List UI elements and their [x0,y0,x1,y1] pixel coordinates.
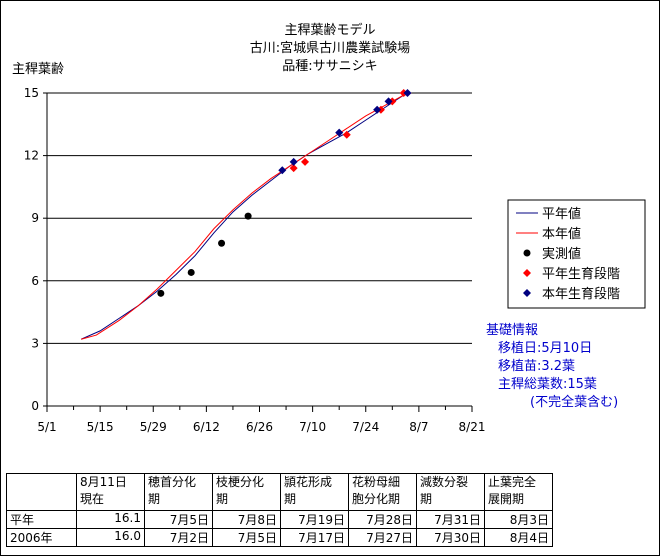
series-1 [81,92,412,340]
y-tick-label: 3 [31,336,39,350]
legend-swatch [523,269,531,277]
table-cell: 7月8日 [212,510,281,529]
table-cell: 8月3日 [484,510,553,529]
table-cell: 平年 [6,510,77,529]
data-point [244,212,252,220]
legend-swatch [523,249,531,257]
y-tick-label: 0 [31,399,39,413]
y-tick-label: 15 [24,86,39,100]
y-tick-label: 9 [31,211,39,225]
legend-label: 本年値 [542,226,581,242]
data-point [289,164,298,173]
y-tick-label: 6 [31,274,39,288]
table-cell: 7月28日 [348,510,417,529]
basic-info: 基礎情報 移植日:5月10日 移植苗:3.2葉 主稈総葉数:15葉 (不完全葉含… [486,322,618,412]
x-axis-ticks: 5/1 5/15 5/29 6/12 6/26 7/10 7/24 8/7 8/21 [37,406,485,434]
leaf-age-chart: 0 3 6 9 12 15 5/1 5/15 5/29 6/12 6/26 7/10 7/24 8/7 8… [12,22,646,434]
table-row: 平年 16.1 7月5日 7月8日 7月19日 7月28日 7月31日 8月3日 [6,510,553,529]
data-point [342,130,351,139]
info-transplant-date: 移植日:5月10日 [498,341,593,356]
legend-label: 実測値 [542,246,581,262]
table-cell: 16.0 [76,528,145,547]
table-cell: 7月5日 [144,510,213,529]
plot-area [47,93,472,406]
data-point [301,157,310,166]
table-header-cell: 止葉完全 展開期 [484,473,553,511]
legend-label: 平年値 [542,206,581,222]
y-tick-label: 12 [24,149,39,163]
data-point [335,128,344,137]
info-note: (不完全葉含む) [530,395,619,410]
table-row: 2006年 16.0 7月2日 7月5日 7月17日 7月27日 7月30日 8月4日 [6,528,553,547]
data-point [384,97,393,106]
table-header-cell: 頴花形成期 [280,473,349,511]
table-header-cell: 穂首分化期 [144,473,213,511]
series-line [81,92,412,340]
data-point [373,105,382,114]
legend-label: 本年生育段階 [542,286,620,302]
data-point [218,239,226,247]
table-header-cell: 減数分裂期 [416,473,485,511]
table-header-cell: 花粉母細 胞分化期 [348,473,417,511]
table-cell: 7月31日 [416,510,485,529]
x-tick-label: 5/29 [140,420,167,434]
data-point [278,166,287,175]
legend-label: 平年生育段階 [542,266,620,282]
legend-box [507,199,646,309]
table-header-cell: 枝梗分化期 [212,473,281,511]
legend-swatch [523,289,531,297]
table-header-row: 8月11日 現在 穂首分化期枝梗分化期頴花形成期花粉母細 胞分化期 減数分裂期止葉完全展… [6,473,553,511]
x-tick-label: 7/10 [299,420,326,434]
info-seedling: 移植苗:3.2葉 [498,359,576,374]
chart-title-line1: 主稈葉齢モデル [284,22,375,38]
series-4 [278,89,412,175]
table-cell: 7月17日 [280,528,349,547]
table-cell: 7月5日 [212,528,281,547]
info-total-leaves: 主稈総葉数:15葉 [498,377,597,392]
x-tick-label: 7/24 [352,420,379,434]
table-cell: 7月27日 [348,528,417,547]
table-header-cell [6,473,77,511]
data-point [157,289,165,297]
info-heading: 基礎情報 [486,323,539,338]
chart-title-line2: 古川:宮城県古川農業試験場 [250,40,410,56]
table-cell: 7月30日 [416,528,485,547]
x-tick-label: 6/26 [246,420,273,434]
data-point [403,89,412,97]
data-point [289,157,298,166]
chart-title: 主稈葉齢モデル 古川:宮城県古川農業試験場 品種:ササニシキ [250,22,410,74]
x-tick-label: 5/1 [37,420,56,434]
x-tick-label: 6/12 [193,420,220,434]
table-cell: 7月19日 [280,510,349,529]
data-point [187,268,195,276]
x-tick-label: 8/21 [459,420,486,434]
table-header-cell: 8月11日 現在 [76,473,145,511]
x-tick-label: 8/7 [409,420,428,434]
x-tick-label: 5/15 [87,420,114,434]
table-cell: 2006年 [6,528,77,547]
table-cell: 16.1 [76,510,145,529]
growth-stage-table: 8月11日 現在 穂首分化期枝梗分化期頴花形成期花粉母細 胞分化期 減数分裂期止葉完全展… [6,473,553,547]
table-cell: 7月2日 [144,528,213,547]
chart-title-line3: 品種:ササニシキ [282,58,377,74]
y-axis-ticks: 0 3 6 9 12 15 [24,86,47,413]
series-2 [157,212,252,297]
table-cell: 8月4日 [484,528,553,547]
y-axis-label: 主稈葉齢 [12,62,64,77]
series-layer [80,89,412,340]
